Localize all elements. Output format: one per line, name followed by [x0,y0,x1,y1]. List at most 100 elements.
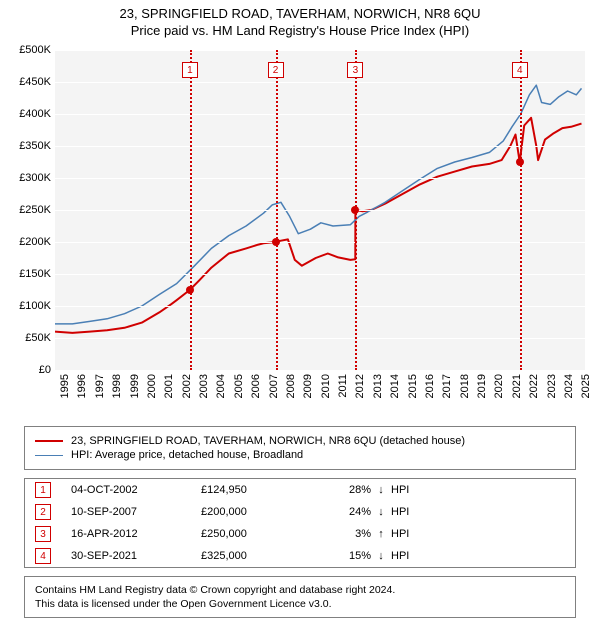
plot-area: 1234 [55,50,585,370]
events-table: 104-OCT-2002£124,95028%↓HPI210-SEP-2007£… [24,478,576,568]
event-date: 10-SEP-2007 [71,506,201,518]
x-axis-label: 2004 [215,374,227,398]
x-axis-label: 2025 [580,374,592,398]
event-date: 04-OCT-2002 [71,484,201,496]
x-axis-label: 1995 [59,374,71,398]
gridline [55,114,585,115]
y-axis-label: £500K [5,44,51,56]
event-number-box: 3 [35,526,51,542]
x-axis-label: 2020 [493,374,505,398]
x-axis-label: 2016 [424,374,436,398]
event-point-marker [272,238,280,246]
y-axis-label: £150K [5,268,51,280]
event-hpi-label: HPI [391,484,565,496]
event-point-marker [186,286,194,294]
x-axis-label: 2005 [233,374,245,398]
y-axis-label: £350K [5,140,51,152]
legend-label: 23, SPRINGFIELD ROAD, TAVERHAM, NORWICH,… [71,435,465,447]
event-marker-box: 2 [268,62,284,78]
event-price: £124,950 [201,484,311,496]
x-axis-label: 1997 [94,374,106,398]
event-point-marker [516,158,524,166]
gridline [55,370,585,371]
event-number-box: 1 [35,482,51,498]
gridline [55,50,585,51]
x-axis-label: 2001 [163,374,175,398]
event-hpi-label: HPI [391,550,565,562]
event-row: 430-SEP-2021£325,00015%↓HPI [25,545,575,567]
x-axis-label: 2008 [285,374,297,398]
y-axis-label: £0 [5,364,51,376]
chart-title: 23, SPRINGFIELD ROAD, TAVERHAM, NORWICH,… [0,6,600,21]
y-axis-label: £200K [5,236,51,248]
gridline [55,178,585,179]
footer-line2: This data is licensed under the Open Gov… [35,597,565,611]
footer-attribution: Contains HM Land Registry data © Crown c… [24,576,576,618]
x-axis-label: 2009 [302,374,314,398]
x-axis-label: 2014 [389,374,401,398]
y-axis-label: £450K [5,76,51,88]
gridline [55,82,585,83]
x-axis-label: 2024 [563,374,575,398]
x-axis-label: 2002 [181,374,193,398]
event-date: 30-SEP-2021 [71,550,201,562]
x-axis-label: 2017 [441,374,453,398]
x-axis-label: 1998 [111,374,123,398]
x-axis-label: 2019 [476,374,488,398]
series-hpi [55,85,582,324]
x-axis-label: 2007 [268,374,280,398]
event-number-box: 4 [35,548,51,564]
x-axis-label: 2011 [337,374,349,398]
y-axis-label: £50K [5,332,51,344]
x-axis-label: 1999 [129,374,141,398]
event-arrow-icon: ↓ [371,550,391,562]
event-marker-box: 3 [347,62,363,78]
footer-line1: Contains HM Land Registry data © Crown c… [35,583,565,597]
x-axis-label: 2022 [528,374,540,398]
x-axis-label: 2023 [546,374,558,398]
y-axis-label: £300K [5,172,51,184]
event-line [520,50,522,370]
gridline [55,306,585,307]
chart-header: 23, SPRINGFIELD ROAD, TAVERHAM, NORWICH,… [0,0,600,40]
gridline [55,146,585,147]
event-date: 16-APR-2012 [71,528,201,540]
event-row: 1 04-OCT-2002£124,95028%↓HPI [25,479,575,501]
x-axis-label: 2021 [511,374,523,398]
event-line [276,50,278,370]
event-row: 210-SEP-2007£200,00024%↓HPI [25,501,575,523]
x-axis-label: 2003 [198,374,210,398]
x-axis-label: 2010 [320,374,332,398]
event-hpi-label: HPI [391,506,565,518]
x-axis-label: 2018 [459,374,471,398]
legend-item-property: 23, SPRINGFIELD ROAD, TAVERHAM, NORWICH,… [35,435,565,447]
event-price: £250,000 [201,528,311,540]
x-axis-label: 2006 [250,374,262,398]
event-marker-box: 4 [512,62,528,78]
event-line [190,50,192,370]
y-axis-label: £250K [5,204,51,216]
x-axis-label: 2012 [354,374,366,398]
y-axis-label: £400K [5,108,51,120]
gridline [55,338,585,339]
event-pct: 28% [311,484,371,496]
event-hpi-label: HPI [391,528,565,540]
x-axis-label: 2000 [146,374,158,398]
gridline [55,274,585,275]
event-arrow-icon: ↓ [371,484,391,496]
legend-swatch-blue [35,455,63,456]
event-pct: 24% [311,506,371,518]
event-pct: 15% [311,550,371,562]
chart-subtitle: Price paid vs. HM Land Registry's House … [0,23,600,38]
legend: 23, SPRINGFIELD ROAD, TAVERHAM, NORWICH,… [24,426,576,470]
event-pct: 3% [311,528,371,540]
event-number-box: 2 [35,504,51,520]
x-axis-label: 1996 [76,374,88,398]
legend-item-hpi: HPI: Average price, detached house, Broa… [35,449,565,461]
event-point-marker [351,206,359,214]
event-arrow-icon: ↓ [371,506,391,518]
legend-label: HPI: Average price, detached house, Broa… [71,449,303,461]
event-arrow-icon: ↑ [371,528,391,540]
gridline [55,242,585,243]
y-axis-label: £100K [5,300,51,312]
